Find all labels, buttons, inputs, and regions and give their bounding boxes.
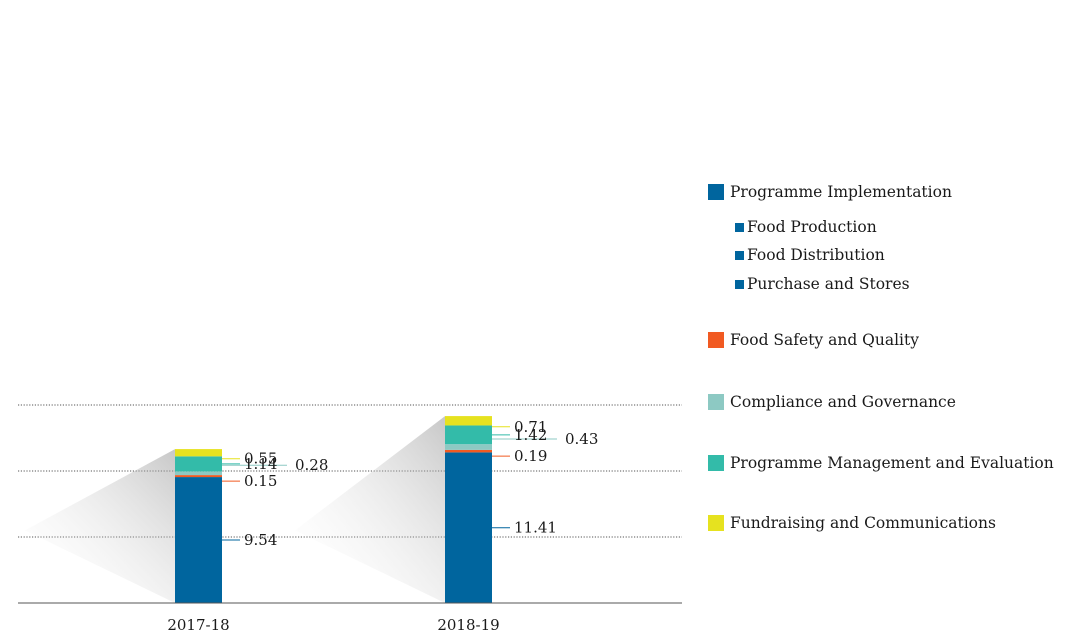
legend-sublabel: Purchase and Stores bbox=[747, 275, 910, 293]
legend-label: Fundraising and Communications bbox=[730, 514, 996, 532]
data-label: 0.28 bbox=[295, 456, 328, 474]
bar-shadow bbox=[295, 416, 445, 603]
data-label: 0.55 bbox=[244, 450, 277, 468]
data-label: 11.41 bbox=[514, 519, 557, 537]
legend-swatch-square-icon bbox=[708, 515, 724, 531]
data-label: 9.54 bbox=[244, 531, 277, 549]
bar-shadow bbox=[25, 449, 175, 603]
legend-label: Programme Management and Evaluation bbox=[730, 454, 1054, 472]
data-label: 0.19 bbox=[514, 447, 547, 465]
bar-segment bbox=[445, 452, 492, 603]
data-label: 0.15 bbox=[244, 472, 277, 490]
legend-sublabel: Food Distribution bbox=[747, 246, 885, 264]
bar-segment bbox=[175, 477, 222, 603]
legend-swatch-square-icon bbox=[708, 184, 724, 200]
legend-item-fundraising-and-communications: Fundraising and Communications bbox=[708, 514, 996, 532]
data-label: 0.43 bbox=[565, 430, 598, 448]
legend-sublabel: Food Production bbox=[747, 218, 877, 236]
legend-subitem-food-distribution: Food Distribution bbox=[735, 246, 885, 264]
legend-label: Food Safety and Quality bbox=[730, 331, 920, 349]
bar-segment bbox=[445, 444, 492, 450]
legend-swatch-square-icon bbox=[708, 455, 724, 471]
bar-segment bbox=[175, 475, 222, 478]
x-tick-label: 2017-18 bbox=[167, 616, 229, 634]
bar-segment bbox=[175, 471, 222, 476]
x-tick-label: 2018-19 bbox=[437, 616, 499, 634]
legend-swatch-square-icon bbox=[708, 394, 724, 410]
legend-item-food-safety-and-quality: Food Safety and Quality bbox=[708, 331, 919, 349]
bar-segment bbox=[445, 449, 492, 453]
legend-swatch-small-square-icon bbox=[735, 250, 744, 260]
legend-subitem-food-production: Food Production bbox=[735, 218, 877, 236]
legend-swatch-small-square-icon bbox=[735, 222, 744, 232]
legend-swatch-square-icon bbox=[708, 332, 724, 348]
legend-subitem-purchase-and-stores: Purchase and Stores bbox=[735, 275, 910, 293]
legend-item-programme-management-and-evaluation: Programme Management and Evaluation bbox=[708, 454, 1054, 472]
legend-label: Programme Implementation bbox=[730, 183, 952, 201]
data-label: 1.42 bbox=[514, 426, 547, 444]
legend-swatch-small-square-icon bbox=[735, 279, 744, 289]
bar-segment bbox=[175, 456, 222, 472]
legend-label: Compliance and Governance bbox=[730, 393, 956, 411]
bar-segment bbox=[445, 425, 492, 445]
bar-segment bbox=[175, 449, 222, 457]
legend-item-compliance-and-governance: Compliance and Governance bbox=[708, 393, 956, 411]
data-label: 0.71 bbox=[514, 418, 547, 436]
data-label: 1.14 bbox=[244, 455, 277, 473]
bar-segment bbox=[445, 416, 492, 426]
legend-item-programme-implementation: Programme Implementation bbox=[708, 183, 952, 201]
